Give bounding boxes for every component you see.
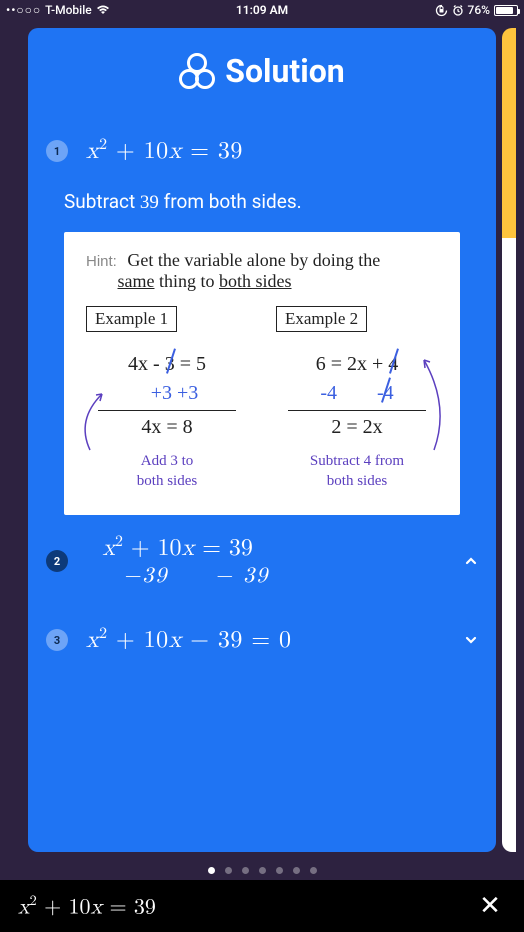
hint-example-2: Example 2 6 = 2x + 4 -4 -4 2 = 2x [276, 306, 438, 491]
step-3[interactable]: 3 x2 + 10x − 39 = 0 [46, 607, 478, 673]
close-button[interactable]: ✕ [474, 890, 506, 922]
step-instruction: Subtract 39 from both sides. [46, 184, 478, 232]
battery-icon [494, 5, 518, 16]
page-dot[interactable] [276, 867, 283, 874]
alarm-icon [452, 4, 464, 16]
pagination-dots[interactable] [0, 867, 524, 874]
bottom-bar: x2 + 10x = 39 ✕ [0, 880, 524, 932]
battery-percent: 76% [468, 3, 490, 17]
hint-card: Hint: Get the variable alone by doing th… [64, 232, 460, 515]
step-1[interactable]: 1 x2 + 10x = 39 [46, 118, 478, 184]
step-2-badge: 2 [46, 550, 68, 572]
wifi-icon [96, 5, 110, 15]
step-1-equation: x2 + 10x = 39 [86, 136, 243, 166]
page-dot[interactable] [259, 867, 266, 874]
solution-card: Solution 1 x2 + 10x = 39 Subtract 39 fro… [28, 28, 496, 852]
card-title: Solution [225, 52, 344, 90]
chevron-up-icon [464, 554, 478, 568]
card-header: Solution [28, 28, 496, 118]
bottom-equation: x2 + 10x = 39 [18, 892, 156, 920]
step-3-equation: x2 + 10x − 39 = 0 [86, 625, 292, 655]
carrier-label: T-Mobile [45, 3, 92, 17]
clock: 11:09 AM [236, 3, 288, 17]
logo-icon [179, 53, 215, 89]
next-card-preview[interactable] [502, 28, 516, 852]
step-2[interactable]: 2 x2 + 10x = 39 −39 − 39 [46, 515, 478, 607]
status-bar: ••○○○ T-Mobile 11:09 AM 76% [0, 0, 524, 20]
step-3-badge: 3 [46, 629, 68, 651]
signal-strength: ••○○○ [6, 3, 41, 17]
page-dot[interactable] [293, 867, 300, 874]
chevron-down-icon [464, 633, 478, 647]
page-dot[interactable] [225, 867, 232, 874]
hint-example-1: Example 1 4x - 3 = 5 +3 +3 4x = 8 [86, 306, 248, 491]
page-dot[interactable] [242, 867, 249, 874]
page-dot[interactable] [310, 867, 317, 874]
step-1-badge: 1 [46, 140, 68, 162]
rotation-lock-icon [435, 4, 448, 17]
page-dot[interactable] [208, 867, 215, 874]
hint-label: Hint: [86, 253, 117, 270]
step-2-equation: x2 + 10x = 39 −39 − 39 [86, 533, 269, 589]
